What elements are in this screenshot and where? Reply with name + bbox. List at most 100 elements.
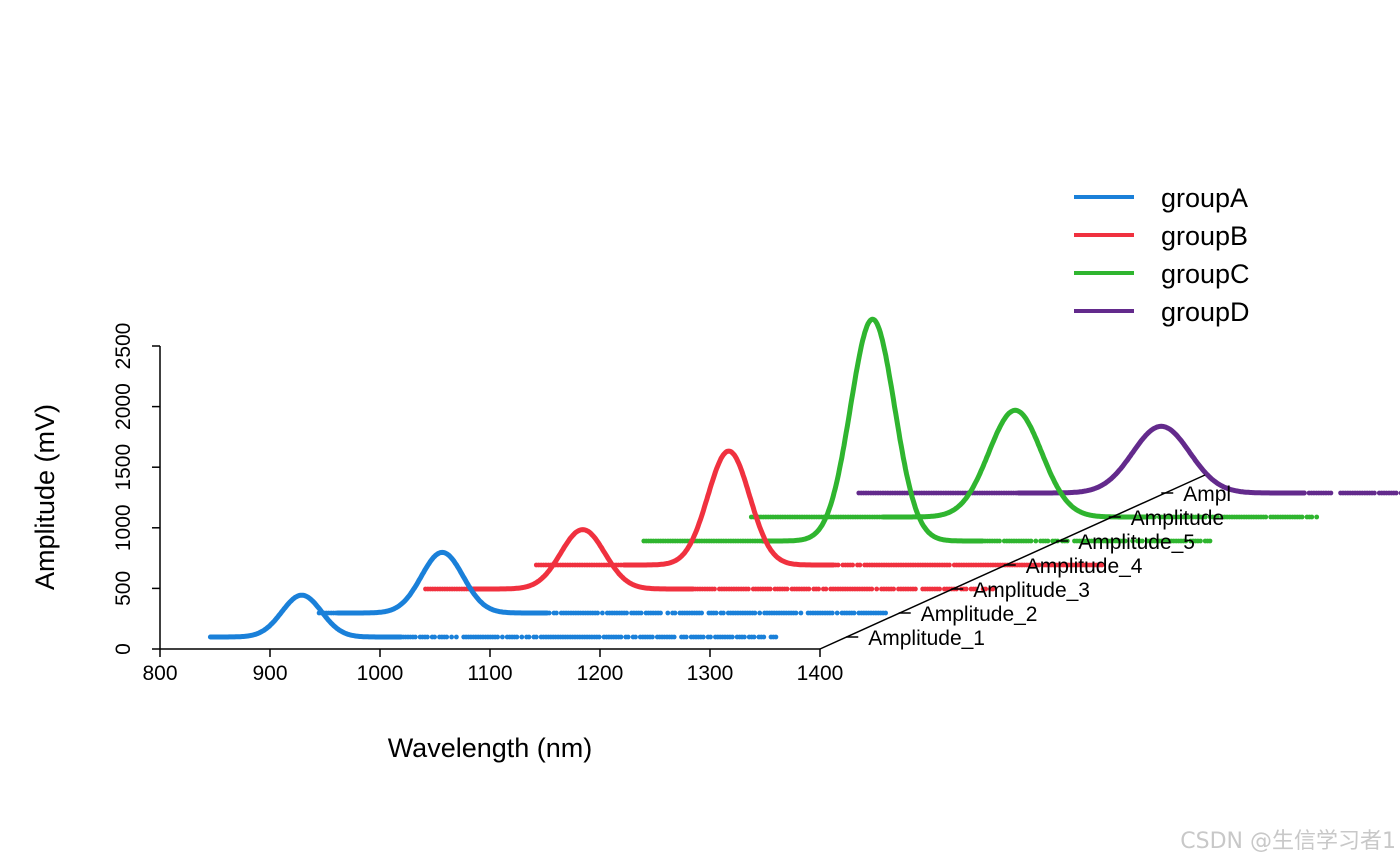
y-axis-label: Amplitude (mV)	[30, 404, 60, 590]
data-point	[851, 610, 857, 616]
series-amplitude	[748, 407, 1320, 520]
depth-axis-ticks: Amplitude_1Amplitude_2Amplitude_3Amplitu…	[846, 483, 1231, 650]
legend-label-groupa: groupA	[1161, 183, 1248, 213]
data-point	[973, 586, 979, 592]
data-point	[672, 610, 678, 616]
data-point	[913, 586, 918, 592]
data-point	[554, 610, 559, 616]
data-point	[683, 634, 689, 640]
data-point	[742, 634, 747, 640]
data-point	[721, 610, 726, 616]
data-point	[746, 586, 751, 592]
x-tick-label: 1000	[357, 662, 404, 685]
data-point	[1314, 514, 1320, 520]
peak-curve	[207, 592, 404, 640]
data-point	[963, 586, 969, 592]
data-point	[526, 634, 532, 640]
data-point	[546, 610, 552, 616]
data-point	[1301, 490, 1307, 496]
data-point	[1036, 562, 1042, 568]
data-point	[773, 634, 779, 640]
depth-axis-line	[819, 474, 1206, 650]
series-ampl	[856, 423, 1400, 496]
data-point	[665, 610, 671, 616]
data-point	[1028, 538, 1034, 544]
legend-label-groupb: groupB	[1161, 221, 1248, 251]
data-point	[869, 586, 875, 592]
series-amplitude-1	[207, 592, 779, 640]
data-point	[596, 634, 602, 640]
data-point	[412, 634, 418, 640]
y-tick-label: 0	[112, 643, 135, 655]
data-point	[834, 610, 840, 616]
data-point	[767, 586, 773, 592]
data-point	[625, 634, 631, 640]
data-point	[937, 586, 942, 592]
data-point	[333, 610, 339, 616]
data-point	[729, 634, 735, 640]
watermark-text: CSDN @生信学习者1	[1180, 829, 1396, 854]
data-point	[425, 634, 430, 640]
y-tick-label: 2500	[112, 323, 135, 370]
depth-tick-label: Amplitude_3	[973, 579, 1090, 602]
data-point	[1207, 538, 1213, 544]
x-axis-label: Wavelength (nm)	[388, 733, 593, 763]
data-point	[708, 634, 713, 640]
y-tick-label: 1000	[112, 504, 135, 551]
data-point	[495, 634, 500, 640]
data-point	[891, 586, 896, 592]
data-point	[857, 562, 863, 568]
legend: groupA groupB groupC groupD	[1074, 183, 1250, 327]
x-tick-label: 900	[252, 662, 287, 685]
data-point	[1122, 538, 1128, 544]
x-tick-label: 1400	[797, 662, 844, 685]
data-point	[823, 586, 829, 592]
data-point	[1198, 538, 1203, 544]
data-point	[432, 634, 437, 640]
data-point	[638, 610, 644, 616]
x-tick-label: 800	[142, 662, 177, 685]
data-point	[633, 634, 638, 640]
data-point	[784, 586, 790, 592]
data-point	[1309, 514, 1315, 520]
data-point	[650, 634, 655, 640]
x-axis-ticks: 800 900 1000 1100 1200 1300 1400	[142, 649, 843, 685]
data-point	[699, 610, 704, 616]
data-point	[1393, 490, 1399, 496]
x-tick-label: 1200	[577, 662, 624, 685]
series-amplitude-2	[316, 549, 888, 616]
data-point	[1202, 514, 1208, 520]
data-point	[947, 562, 952, 568]
data-point	[816, 586, 821, 592]
data-point	[618, 634, 624, 640]
data-point	[624, 610, 629, 616]
data-point	[595, 610, 600, 616]
depth-tick-label: Ampl	[1183, 483, 1231, 506]
data-point	[1045, 538, 1051, 544]
depth-tick-label: Amplitude	[1131, 507, 1224, 530]
peak-curve	[335, 549, 550, 616]
peak-curve	[621, 448, 836, 568]
peak-curve	[470, 527, 696, 592]
data-point	[983, 586, 988, 592]
data-point	[806, 586, 812, 592]
data-point	[658, 610, 663, 616]
data-point	[990, 586, 996, 592]
data-point	[1372, 490, 1377, 496]
data-point	[1263, 514, 1269, 520]
data-point	[712, 586, 717, 592]
depth-tick-label: Amplitude_1	[868, 627, 985, 650]
series-amplitude-3	[423, 527, 996, 592]
data-point	[444, 634, 450, 640]
data-point	[713, 610, 719, 616]
data-point	[1215, 514, 1220, 520]
y-axis-ticks: 0 500 1000 1500 2000 2500	[112, 323, 160, 655]
data-point	[600, 610, 605, 616]
data-point	[1130, 538, 1135, 544]
series-layer	[207, 316, 1400, 640]
data-point	[671, 634, 677, 640]
data-point	[454, 634, 459, 640]
data-point	[752, 610, 758, 616]
data-point	[798, 610, 804, 616]
